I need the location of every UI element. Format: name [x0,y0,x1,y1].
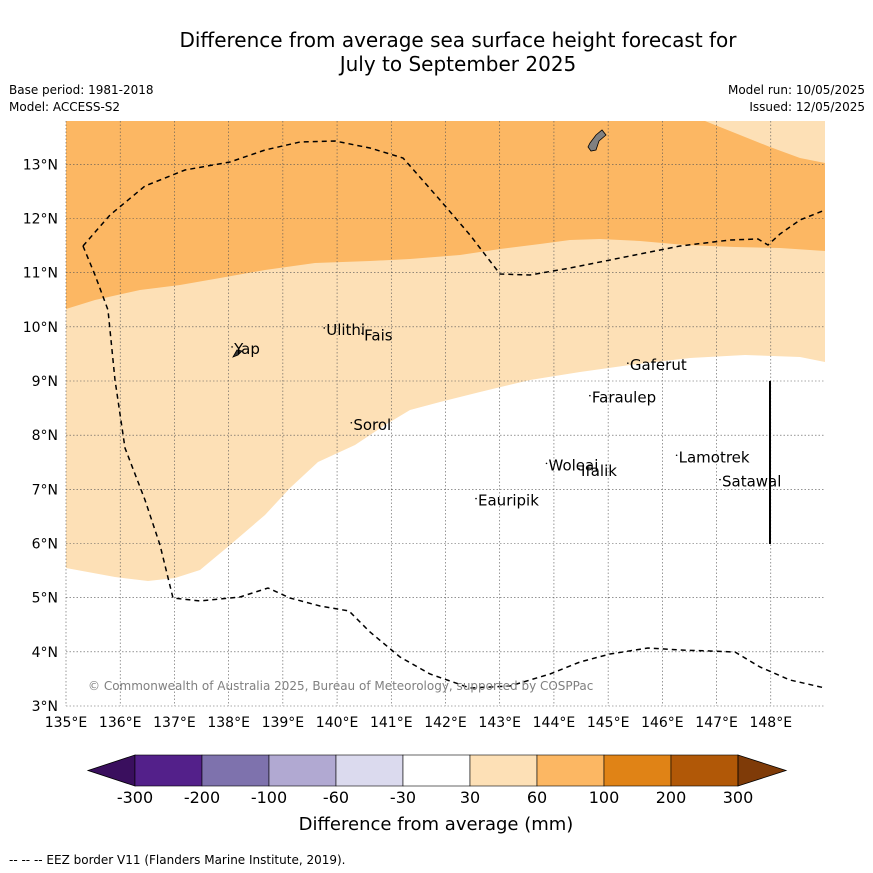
island-marker [589,394,591,397]
island-marker [675,454,678,457]
colorbar-tick-label: 300 [723,788,754,807]
latitude-label: 9°N [32,374,58,390]
island-marker [361,332,363,335]
colorbar: -300 -200 -100 -60 -30 30 60 100 200 300 Differen… [86,754,788,835]
longitude-label: 139°E [262,715,305,731]
eez-legend-note: -- -- -- EEZ border V11 (Flanders Marine… [9,853,346,867]
title-line-1: Difference from average sea surface heig… [179,28,737,52]
colorbar-bin-4 [335,754,404,787]
latitude-label: 6°N [32,537,58,553]
colorbar-low-extension [86,754,136,787]
colorbar-bin-6 [469,754,538,787]
place-labels: Ulithi Fais Yap Gaferut Faraulep Sorol WoleaiI… [231,321,781,510]
metadata-right: Model run: 10/05/2025 Issued: 12/05/2025 [728,82,865,116]
island-marker [578,467,580,470]
latitude-label: 5°N [32,591,58,607]
latitude-label: 3°N [32,699,58,715]
issued-date: Issued: 12/05/2025 [749,100,865,114]
longitude-label: 143°E [478,715,521,731]
place-label: Fais [364,326,393,344]
colorbar-tick-label: -100 [251,788,287,807]
colorbar-bin-7 [536,754,605,787]
map-title: Difference from average sea surface heig… [0,28,873,76]
metadata-left: Base period: 1981-2018 Model: ACCESS-S2 [9,82,154,116]
colorbar-tick-label: 200 [656,788,687,807]
model-run-date: Model run: 10/05/2025 [727,83,865,97]
longitude-label: 145°E [587,715,630,731]
island-marker [475,497,477,500]
place-label: Yap [233,340,260,358]
latitude-label: 12°N [23,212,58,228]
longitude-label: 147°E [695,715,738,731]
colorbar-title: Difference from average (mm) [299,814,574,835]
eez-border [82,140,825,689]
place-label: Satawal [722,473,781,491]
longitude-label: 135°E [45,715,88,731]
latitude-labels: 3°N 4°N 5°N 6°N 7°N 8°N 9°N 10°N 11°N 12°N 13°N [23,157,58,715]
longitude-label: 137°E [153,715,196,731]
island-marker [323,327,326,329]
colorbar-tick-label: -300 [117,788,153,807]
place-label: Ifalik [581,462,617,480]
latitude-label: 7°N [32,482,58,498]
colorbar-bin-8 [603,754,672,787]
island-marker [350,421,353,424]
latitude-label: 13°N [23,157,58,173]
place-label: Gaferut [630,356,687,374]
longitude-label: 144°E [533,715,576,731]
colorbar-tick-labels: -300 -200 -100 -60 -30 30 60 100 200 300 [117,788,753,807]
base-period: Base period: 1981-2018 [9,83,154,97]
colorbar-bin-2 [201,754,270,787]
colorbar-tick-label: 30 [460,788,480,807]
longitude-label: 148°E [749,715,792,731]
latitude-label: 10°N [23,320,58,336]
model-name: Model: ACCESS-S2 [9,100,121,114]
colorbar-tick-label: -60 [323,788,349,807]
title-line-2: July to September 2025 [339,52,577,76]
colorbar-bin-3 [268,754,337,787]
place-label: Ulithi [326,321,365,339]
longitude-label: 138°E [207,715,250,731]
longitude-label: 146°E [641,715,684,731]
place-label: Lamotrek [679,448,750,466]
colorbar-bin-5 [402,754,471,787]
island-marker [231,346,233,348]
place-label: Sorol [353,416,391,434]
island-marker [719,478,721,481]
latitude-label: 8°N [32,428,58,444]
colorbar-tick-label: -30 [390,788,416,807]
place-label: Eauripik [478,492,539,510]
longitude-label: 141°E [370,715,413,731]
longitude-label: 142°E [424,715,467,731]
longitude-label: 136°E [99,715,142,731]
copyright-text: © Commonwealth of Australia 2025, Bureau… [88,679,593,693]
guam-island [587,129,607,152]
latitude-label: 11°N [23,266,58,282]
place-label: Woleai [549,456,599,474]
colorbar-bin-9 [670,754,739,787]
colorbar-tick-label: 60 [527,788,547,807]
region-60-100 [66,121,825,309]
longitude-labels: 135°E 136°E 137°E 138°E 139°E 140°E 141°E 142°E… [45,715,792,731]
latitude-label: 4°N [32,645,58,661]
colorbar-tick-label: -200 [184,788,220,807]
yap-island [232,349,243,358]
island-marker [627,362,629,364]
colorbar-bin-1 [134,754,203,787]
longitude-label: 140°E [316,715,359,731]
island-marker [545,462,548,465]
colorbar-high-extension [737,754,788,787]
colorbar-tick-label: 100 [589,788,620,807]
place-label: Faraulep [592,389,656,407]
